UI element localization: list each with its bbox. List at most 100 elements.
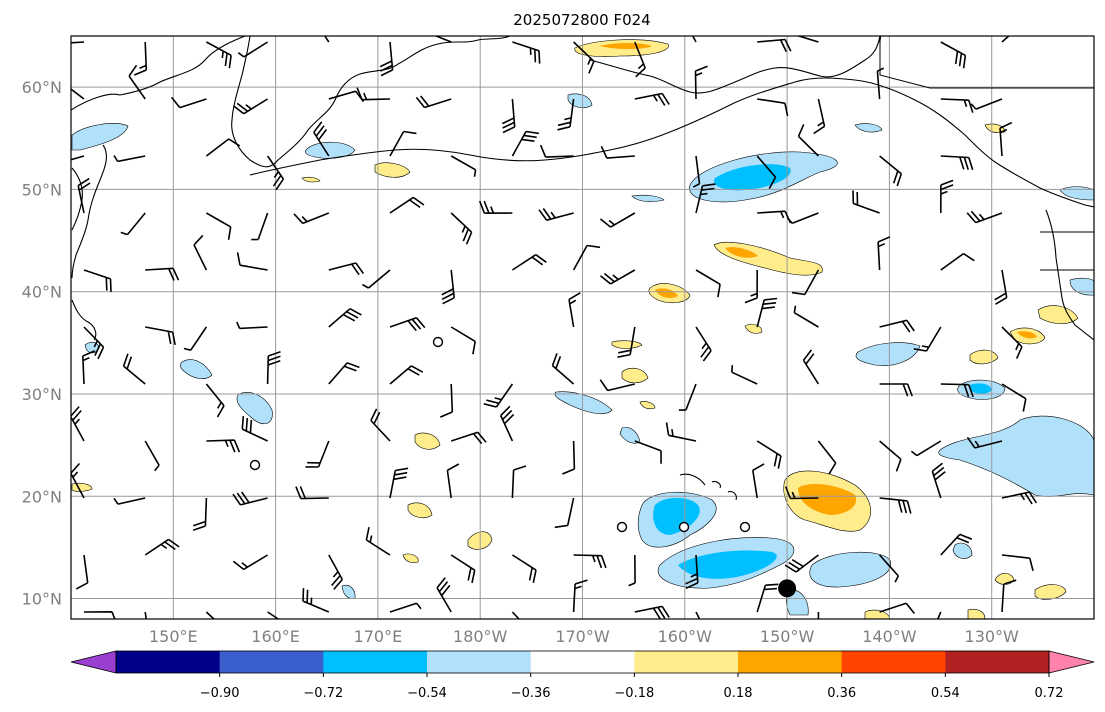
wind-barb	[813, 98, 826, 135]
positive-region	[639, 401, 656, 410]
wind-barb	[617, 326, 636, 358]
wind-barb	[83, 611, 116, 619]
wind-barb	[695, 183, 716, 214]
wind-barb	[83, 326, 105, 360]
negative-region	[1059, 186, 1094, 201]
wind-barb	[293, 212, 330, 225]
calm-markers	[249, 336, 751, 533]
wind-barb	[362, 269, 391, 289]
wind-barb	[83, 269, 112, 292]
wind-barb	[205, 383, 225, 418]
wind-barb	[628, 554, 636, 587]
positive-region	[1037, 305, 1079, 324]
wind-barb	[446, 463, 460, 499]
wind-barb	[573, 41, 595, 74]
wind-barb	[817, 611, 820, 619]
wind-barb	[970, 98, 1003, 110]
wind-barb	[511, 554, 537, 583]
wind-barb	[802, 349, 820, 385]
negative-region	[1069, 277, 1094, 296]
negative-region	[678, 550, 777, 579]
wind-barb	[879, 497, 912, 514]
wind-barb	[439, 383, 454, 418]
wind-barb	[796, 36, 819, 43]
calm-circle	[678, 521, 690, 533]
latitude-label: 50°N	[22, 180, 62, 199]
wind-barb	[236, 252, 268, 271]
colorbar: −0.90 −0.72 −0.54 −0.36 −0.18 0.18 0.36 0.54 0.7…	[70, 650, 1095, 701]
wind-barb	[379, 41, 394, 77]
wind-barb	[787, 212, 819, 225]
wind-barb	[599, 212, 636, 228]
wind-barb	[551, 353, 575, 385]
wind-barb	[1001, 36, 1010, 43]
wind-barb	[1001, 554, 1034, 571]
wind-barb	[852, 190, 880, 214]
wind-barb	[436, 577, 452, 613]
wind-barb	[232, 554, 269, 571]
wind-barb	[511, 465, 527, 499]
wind-barb	[784, 486, 819, 500]
wind-barb	[237, 41, 269, 58]
coastline-alaska-north	[589, 36, 881, 94]
wind-barb	[599, 269, 636, 285]
colorbar-tick-label: −0.36	[511, 686, 551, 701]
coastline-japan-kuril	[71, 144, 107, 279]
wind-barb	[450, 212, 473, 245]
wind-barb	[913, 326, 942, 352]
wind-barb	[328, 554, 344, 590]
wind-barb	[1001, 383, 1027, 412]
wind-barb	[450, 326, 476, 355]
wind-barb	[910, 440, 942, 457]
wind-barb	[113, 497, 146, 505]
wind-barb	[145, 267, 180, 281]
wind-barb	[266, 350, 281, 385]
positive-region	[864, 609, 891, 619]
negative-region	[952, 542, 973, 559]
wind-barb	[966, 436, 1003, 449]
wind-barb	[695, 326, 712, 362]
longitude-label: 160°E	[251, 627, 300, 646]
map-frame	[70, 35, 1095, 620]
wind-barb	[879, 602, 916, 615]
wind-barb	[665, 422, 697, 442]
map-title: 2025072800 F024	[513, 11, 650, 29]
colorbar-swatch	[219, 651, 324, 673]
wind-barb	[756, 155, 777, 189]
wind-barb	[434, 36, 452, 43]
wind-barb	[206, 439, 241, 453]
wind-barb	[71, 406, 85, 442]
wind-barb	[499, 405, 515, 442]
wind-barb	[940, 41, 967, 69]
wind-barb	[267, 611, 280, 619]
wind-barb	[879, 383, 913, 397]
coastline-alaska	[669, 77, 1094, 208]
wind-barb	[512, 41, 541, 64]
wind-barb	[251, 212, 269, 241]
wind-barb	[71, 41, 85, 44]
wind-barb	[757, 98, 789, 117]
wind-barb	[572, 244, 601, 271]
colorbar-tick-label: 0.54	[931, 686, 960, 701]
colorbar-tick-label: −0.72	[303, 686, 343, 701]
colorbar-tick-label: 0.18	[724, 686, 753, 701]
colorbar-swatch	[530, 651, 635, 673]
wind-barb	[678, 383, 697, 411]
coastline-north-america-west	[1045, 209, 1094, 341]
wind-barb	[511, 254, 547, 271]
coastline-hawaii	[679, 473, 737, 501]
wind-barb	[511, 130, 540, 157]
wind-barb	[128, 64, 146, 100]
wind-barb	[145, 326, 176, 346]
coastline-japan	[71, 299, 97, 341]
wind-barb	[450, 431, 487, 445]
wind-barb	[183, 326, 208, 351]
wind-barb	[572, 579, 588, 613]
wind-barb	[1001, 491, 1038, 505]
colorbar-tick-label: 0.36	[827, 686, 856, 701]
wind-barb	[501, 98, 516, 134]
positive-region	[611, 340, 643, 350]
wind-barb	[71, 88, 85, 100]
wind-barb	[441, 269, 455, 305]
